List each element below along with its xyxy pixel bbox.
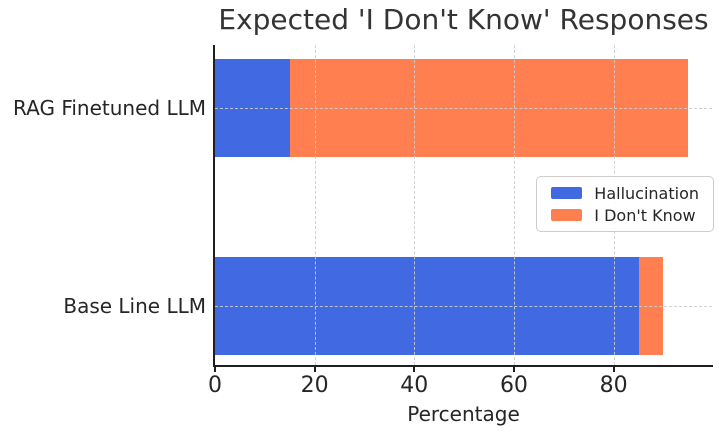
x-tick-label: 60 [499,373,528,398]
y-axis-label-base-line-llm: Base Line LLM [63,293,206,318]
x-tick-label: 0 [208,373,222,398]
legend: Hallucination I Don't Know [536,176,714,232]
gridline-vertical [414,45,416,365]
x-tick-mark [512,367,515,372]
y-axis-label-rag-finetuned-llm: RAG Finetuned LLM [13,96,206,121]
chart-title: Expected 'I Don't Know' Responses [218,3,709,36]
legend-swatch-icon [551,187,583,199]
gridline-horizontal [215,108,712,110]
y-axis-spine [213,45,215,367]
x-tick-mark [612,367,615,372]
x-tick-mark [214,367,216,372]
plot-area: Hallucination I Don't Know [215,45,714,365]
legend-item-label: I Don't Know [594,205,696,225]
x-tick-label: 80 [599,373,628,398]
x-axis-spine [213,365,713,367]
gridline-horizontal [215,305,712,307]
gridline-vertical [314,45,316,365]
legend-item-hallucination: Hallucination [551,182,699,204]
legend-item-i-don-t-know: I Don't Know [551,204,699,226]
x-tick-mark [413,367,416,372]
x-tick-label: 20 [300,373,329,398]
x-tick-mark [313,367,316,372]
x-tick-label: 40 [400,373,429,398]
x-axis-label: Percentage [407,402,520,426]
legend-item-label: Hallucination [594,183,699,203]
legend-swatch-icon [551,209,583,221]
gridline-vertical [513,45,515,365]
